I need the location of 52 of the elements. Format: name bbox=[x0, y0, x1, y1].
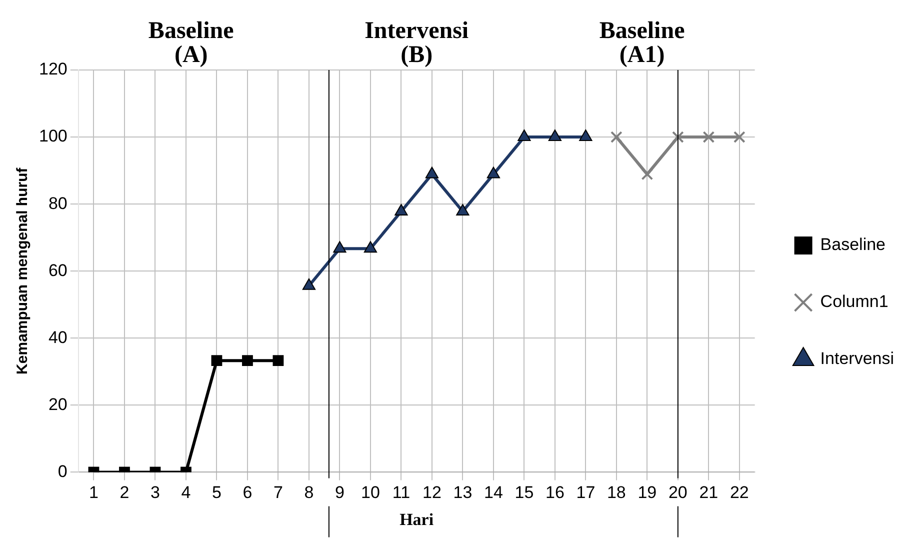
x-tick-label: 5 bbox=[212, 483, 222, 502]
legend-label: Baseline bbox=[820, 235, 886, 254]
point bbox=[456, 204, 470, 216]
y-tick-label: 80 bbox=[48, 194, 68, 213]
point bbox=[364, 241, 378, 253]
y-tick-label: 120 bbox=[38, 60, 68, 79]
point bbox=[548, 130, 562, 142]
x-tick-label: 20 bbox=[668, 483, 688, 502]
point bbox=[672, 131, 684, 143]
point bbox=[579, 130, 592, 142]
point bbox=[702, 131, 715, 143]
x-tick-label: 17 bbox=[576, 483, 596, 502]
x-tick-label: 18 bbox=[606, 483, 626, 502]
x-tick-label: 19 bbox=[638, 483, 657, 502]
x-tick-label: 4 bbox=[181, 483, 191, 502]
text: Baseline (A) bbox=[148, 18, 234, 68]
x-tick-label: 7 bbox=[273, 483, 283, 502]
point bbox=[610, 131, 622, 143]
x-tick-label: 1 bbox=[89, 483, 98, 502]
x-tick-label: 16 bbox=[545, 483, 564, 502]
x-tick-label: 6 bbox=[242, 483, 252, 502]
x-tick-label: 3 bbox=[150, 483, 160, 502]
x-tick-label: 14 bbox=[484, 483, 503, 502]
x-tick-label: 11 bbox=[392, 483, 410, 502]
x-tick-label: 2 bbox=[120, 483, 130, 502]
x-tick-label: 8 bbox=[304, 483, 314, 502]
point bbox=[486, 166, 500, 178]
y-tick-label: 60 bbox=[48, 260, 68, 280]
x-tick-label: 10 bbox=[361, 483, 380, 502]
text: Baseline (A1) bbox=[599, 18, 686, 68]
point bbox=[641, 168, 654, 180]
y-tick-label: 100 bbox=[38, 126, 68, 146]
y-tick-label: 40 bbox=[48, 328, 68, 347]
text: Intervensi (B) bbox=[364, 18, 469, 68]
point bbox=[394, 204, 408, 216]
legend-label: Column1 bbox=[820, 292, 888, 312]
y-tick-label: 0 bbox=[58, 462, 68, 481]
legend-label: Intervensi bbox=[820, 349, 894, 368]
y-axis-title: Kemampuan mengenal huruf bbox=[14, 166, 32, 374]
x-tick-label: 15 bbox=[514, 483, 534, 502]
point bbox=[302, 278, 316, 290]
point bbox=[425, 166, 439, 178]
x-tick-label: 13 bbox=[453, 483, 472, 502]
point bbox=[518, 130, 531, 142]
x-tick-label: 9 bbox=[334, 483, 344, 502]
point bbox=[333, 241, 346, 253]
x-axis-title: Hari bbox=[400, 510, 434, 530]
x-tick-label: 22 bbox=[730, 483, 749, 502]
x-tick-label: 12 bbox=[422, 483, 442, 502]
point bbox=[733, 131, 746, 143]
y-tick-label: 20 bbox=[48, 394, 68, 414]
x-tick-label: 21 bbox=[699, 483, 718, 502]
